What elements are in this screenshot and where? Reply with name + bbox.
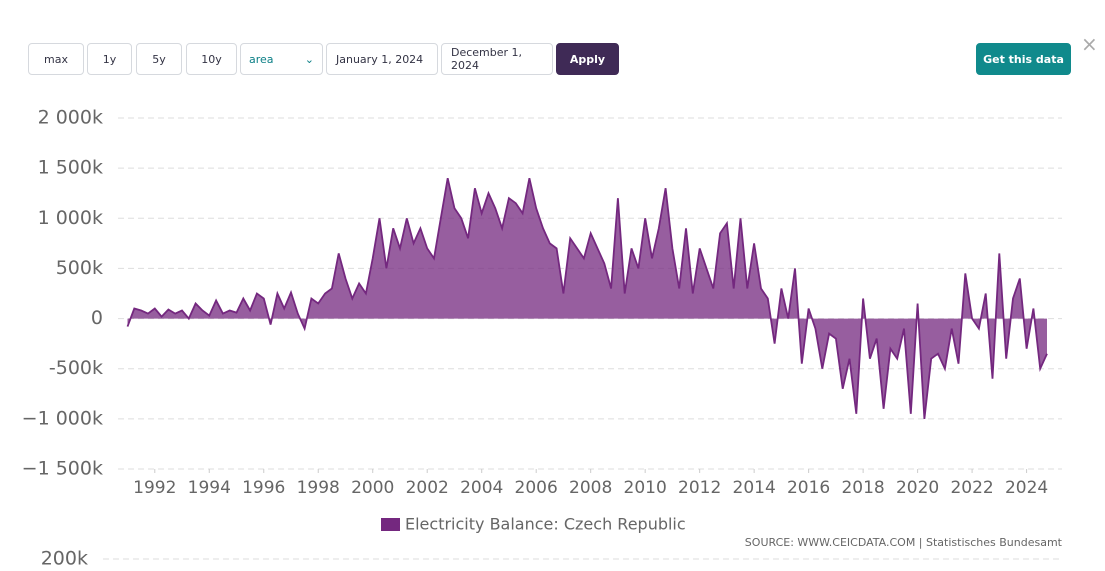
apply-button[interactable]: Apply	[556, 43, 619, 75]
range-button[interactable]: 5y	[136, 43, 182, 75]
chevron: ⌄	[304, 52, 314, 66]
x-tick-label: 2016	[787, 478, 830, 498]
y-tick-label: −1 000k	[22, 407, 103, 429]
x-tick-label: 1992	[133, 478, 176, 498]
x-tick-label: 2018	[841, 478, 884, 498]
chart-type-select[interactable]: area ⌄	[240, 43, 323, 75]
x-tick-label: 2008	[569, 478, 612, 498]
x-tick-label: 1996	[242, 478, 285, 498]
y-tick-label: 0	[91, 307, 103, 329]
y-tick-label: 2 000k	[38, 107, 103, 129]
x-tick-label: 1998	[297, 478, 340, 498]
x-tick-label: 2024	[1005, 478, 1048, 498]
legend-label: Electricity Balance: Czech Republic	[405, 515, 686, 534]
y-tick-label: 200k	[41, 548, 88, 570]
date-from[interactable]: January 1, 2024	[326, 43, 438, 75]
x-tick-label: 1994	[188, 478, 231, 498]
range-button[interactable]: max	[28, 43, 84, 75]
x-tick-label: 2000	[351, 478, 394, 498]
select-value: area	[249, 52, 274, 66]
close-icon[interactable]: ×	[1081, 32, 1098, 56]
source: SOURCE: WWW.CEICDATA.COM | Statistisches…	[745, 536, 1063, 549]
date-to[interactable]: December 1, 2024	[441, 43, 553, 75]
x-tick-label: 2002	[406, 478, 449, 498]
y-tick-label: 500k	[56, 257, 103, 279]
x-tick-label: 2006	[515, 478, 558, 498]
x-tick-label: 2012	[678, 478, 721, 498]
y-tick-label: -500k	[49, 357, 103, 379]
get-data-button[interactable]: Get this data	[976, 43, 1071, 75]
range-button[interactable]: 1y	[87, 43, 132, 75]
legend-swatch	[381, 518, 400, 531]
y-tick-label: −1 500k	[22, 458, 103, 480]
area	[127, 178, 1047, 419]
x-tick-label: 2004	[460, 478, 503, 498]
x-tick-label: 2010	[624, 478, 667, 498]
line	[126, 178, 1048, 420]
y-tick-label: 1 500k	[38, 157, 103, 179]
range-button[interactable]: 10y	[186, 43, 237, 75]
x-tick-label: 2014	[733, 478, 776, 498]
y-tick-label: 1 000k	[38, 207, 103, 229]
x-tick-label: 2022	[950, 478, 993, 498]
x-tick-label: 2020	[896, 478, 939, 498]
